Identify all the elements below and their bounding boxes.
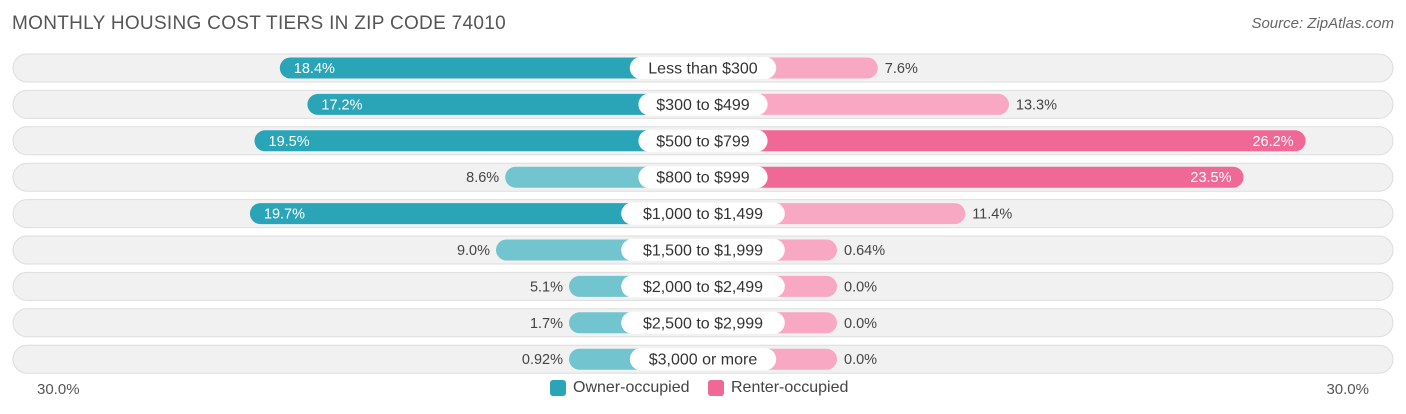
category-label-background: [621, 275, 785, 298]
axis-label-left: 30.0%: [37, 381, 80, 398]
category-label: $2,000 to $2,499: [643, 279, 763, 296]
category-label-background: [629, 348, 777, 371]
value-label-renter: 0.0%: [844, 316, 877, 332]
bar-renter: [703, 166, 1244, 188]
category-label-background: [638, 93, 768, 116]
category-label-background: [621, 311, 785, 334]
value-label-owner: 0.92%: [522, 352, 563, 368]
legend: Owner-occupied Renter-occupied: [0, 379, 1406, 401]
value-label-owner: 18.4%: [294, 61, 335, 77]
value-label-owner: 9.0%: [457, 243, 490, 259]
chart-row: $800 to $999 8.6% 23.5%: [12, 162, 1394, 192]
chart-row: Less than $300 18.4% 7.6%: [12, 53, 1394, 83]
chart-row: $500 to $799 19.5% 26.2%: [12, 126, 1394, 156]
category-label: $3,000 or more: [649, 352, 758, 369]
chart-row: $1,000 to $1,499 19.7% 11.4%: [12, 199, 1394, 229]
legend-item-owner: Owner-occupied: [550, 379, 690, 397]
value-label-renter: 0.0%: [844, 279, 877, 295]
value-label-renter: 13.3%: [1016, 97, 1057, 113]
legend-label-owner: Owner-occupied: [573, 379, 690, 396]
category-label: $1,000 to $1,499: [643, 206, 763, 223]
bar-owner: [249, 203, 703, 225]
bar-owner: [307, 93, 703, 115]
category-label-background: [629, 57, 777, 79]
bar-renter: [703, 93, 1009, 115]
category-label-background: [638, 129, 768, 152]
value-label-renter: 11.4%: [972, 207, 1012, 223]
value-label-owner: 1.7%: [530, 316, 563, 332]
value-label-owner: 8.6%: [466, 170, 499, 186]
category-label-background: [621, 202, 785, 225]
value-label-renter: 0.64%: [844, 243, 885, 259]
bar-owner: [279, 57, 703, 79]
value-label-renter: 23.5%: [1190, 170, 1231, 186]
value-label-owner: 5.1%: [530, 279, 563, 295]
chart-row: $2,000 to $2,499 5.1% 0.0%: [12, 271, 1394, 301]
value-label-renter: 26.2%: [1252, 134, 1293, 150]
value-label-owner: 19.5%: [269, 134, 310, 150]
value-label-renter: 0.0%: [844, 352, 877, 368]
chart-row: $1,500 to $1,999 9.0% 0.64%: [12, 235, 1394, 265]
bar-renter: [703, 130, 1306, 152]
category-label: $800 to $999: [656, 170, 750, 187]
value-label-owner: 19.7%: [264, 207, 305, 223]
category-label-background: [638, 166, 768, 189]
chart-row: $2,500 to $2,999 1.7% 0.0%: [12, 308, 1394, 338]
category-label: $500 to $799: [656, 133, 750, 150]
category-label-background: [621, 239, 785, 261]
chart-title: MONTHLY HOUSING COST TIERS IN ZIP CODE 7…: [12, 13, 506, 34]
category-label: $1,500 to $1,999: [643, 243, 763, 260]
value-label-renter: 7.6%: [885, 61, 918, 77]
chart-source: Source: ZipAtlas.com: [1251, 15, 1394, 32]
axis-label-right: 30.0%: [1326, 381, 1369, 398]
chart-row: $300 to $499 17.2% 13.3%: [12, 89, 1394, 119]
legend-item-renter: Renter-occupied: [708, 379, 848, 397]
chart-row: $3,000 or more 0.92% 0.0%: [12, 344, 1394, 374]
category-label: Less than $300: [648, 61, 758, 78]
legend-swatch-renter: [708, 380, 724, 396]
category-label: $300 to $499: [656, 97, 750, 114]
legend-label-renter: Renter-occupied: [731, 379, 849, 396]
value-label-owner: 17.2%: [321, 97, 362, 113]
legend-swatch-owner: [550, 380, 566, 396]
category-label: $2,500 to $2,999: [643, 315, 763, 332]
bar-owner: [254, 130, 703, 152]
diverging-bar-chart: Less than $300 18.4% 7.6% $300 to $499 17.2%…: [12, 53, 1394, 374]
